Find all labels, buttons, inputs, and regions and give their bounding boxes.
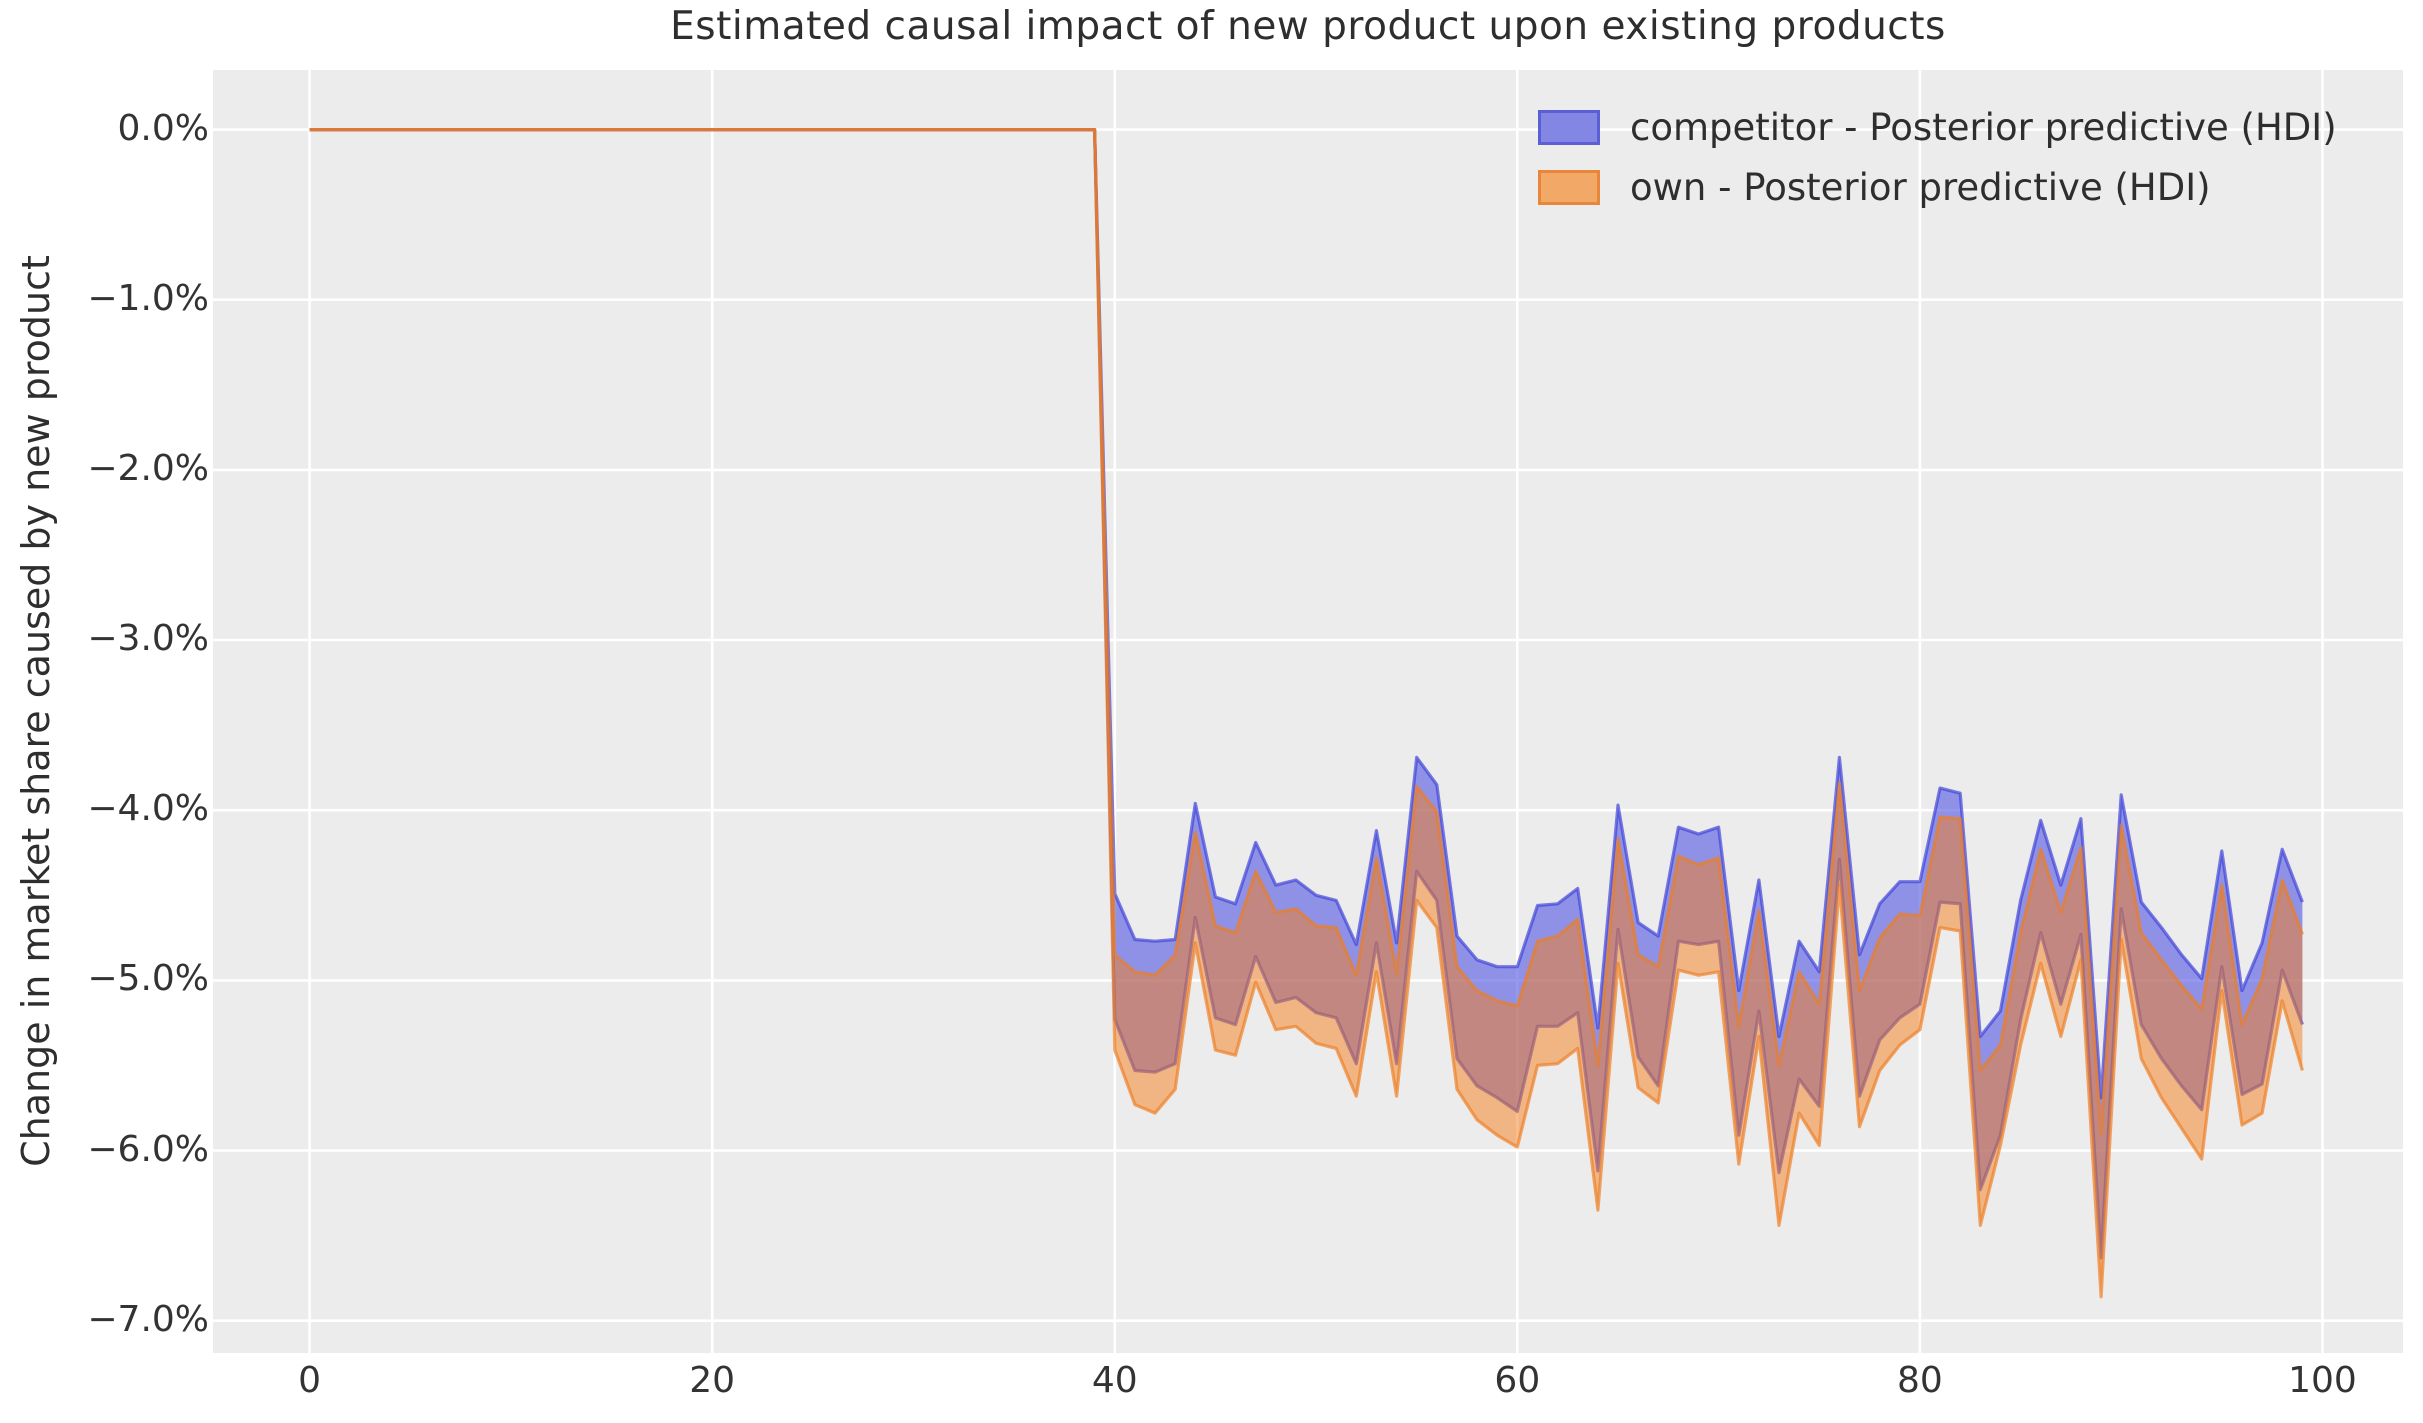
y-tick-label: −5.0% [87,958,209,1000]
x-tick-label: 100 [2288,1360,2357,1401]
plot-area [213,70,2403,1353]
y-axis-label: Change in market share caused by new pro… [14,255,58,1167]
x-tick-label: 20 [689,1360,736,1401]
x-tick-label: 60 [1494,1360,1541,1401]
chart-title: Estimated causal impact of new product u… [670,4,1946,49]
y-tick-label: −3.0% [87,617,209,659]
chart-canvas [213,70,2403,1353]
legend-item-competitor: competitor - Posterior predictive (HDI) [1538,106,2337,149]
x-tick-label: 40 [1091,1360,1138,1401]
x-tick-label: 80 [1897,1360,1943,1401]
competitor-band-swatch-icon [1538,110,1600,145]
y-tick-label: −2.0% [87,447,209,489]
legend-item-own: own - Posterior predictive (HDI) [1538,166,2337,209]
legend: competitor - Posterior predictive (HDI) … [1538,106,2337,226]
y-tick-label: −4.0% [87,788,209,830]
own-band-swatch-icon [1538,170,1600,205]
y-tick-label: −6.0% [87,1128,209,1170]
y-tick-label: −1.0% [87,277,209,319]
y-tick-label: −7.0% [87,1298,209,1340]
legend-label-competitor: competitor - Posterior predictive (HDI) [1630,106,2337,149]
x-tick-label: 0 [298,1360,322,1401]
legend-label-own: own - Posterior predictive (HDI) [1630,166,2211,209]
y-tick-label: 0.0% [117,107,209,149]
